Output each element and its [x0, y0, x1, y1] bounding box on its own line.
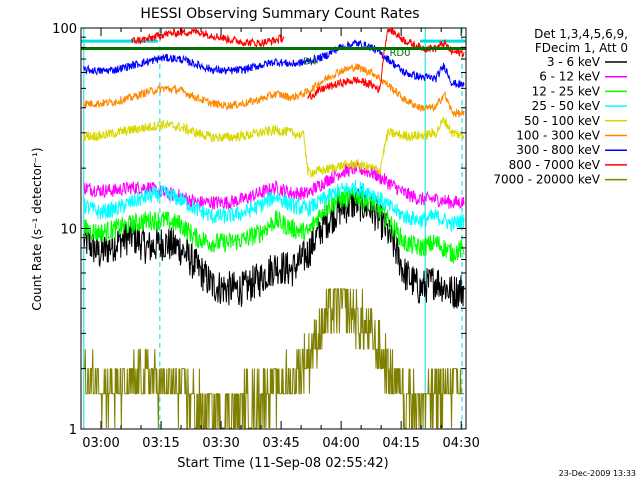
legend-label-8: 800 - 7000 keV — [509, 158, 601, 172]
series-line-10 — [131, 27, 285, 49]
series-line-9 — [83, 288, 464, 429]
plot-body: RD0 D4 — [81, 27, 466, 429]
y-tick-label-2: 10 — [60, 223, 77, 238]
legend-header-line-2: FDecim 1, Att 0 — [535, 41, 628, 55]
series-line-5 — [83, 116, 465, 179]
legend-label-5: 50 - 100 keV — [524, 114, 601, 128]
y-axis-label: Count Rate (s⁻¹ detector⁻¹) — [30, 147, 44, 310]
legend-label-4: 25 - 50 keV — [532, 99, 601, 113]
annotation-rd0: RD0 — [389, 48, 410, 59]
x-tick-label-2: 03:15 — [142, 436, 179, 451]
legend-label-1: 3 - 6 keV — [547, 55, 601, 69]
series-line-6 — [83, 63, 465, 118]
x-tick-label-4: 03:45 — [262, 436, 299, 451]
legend-label-3: 12 - 25 keV — [532, 84, 601, 98]
legend-label-9: 7000 - 20000 keV — [493, 173, 600, 187]
y-tick-label-3: 100 — [52, 22, 77, 37]
y-tick-label-1: 1 — [69, 423, 77, 438]
x-tick-label-1: 03:00 — [82, 436, 119, 451]
footer-date: 23-Dec-2009 13:33 — [559, 469, 636, 478]
x-tick-label-6: 04:15 — [382, 436, 419, 451]
axes: 03:00 03:15 03:30 03:45 04:00 04:15 04:30 1 10 10… — [52, 22, 480, 451]
legend-label-7: 300 - 800 keV — [516, 143, 600, 157]
legend-label-2: 6 - 12 keV — [539, 70, 601, 84]
x-tick-label-5: 04:00 — [322, 436, 359, 451]
x-axis-label: Start Time (11-Sep-08 02:55:42) — [177, 456, 388, 471]
series-line-4 — [83, 179, 465, 232]
chart-title: HESSI Observing Summary Count Rates — [140, 6, 419, 22]
series-line-1 — [83, 186, 465, 309]
annotation-d4: D4 — [303, 56, 317, 67]
x-tick-label-7: 04:30 — [442, 436, 479, 451]
series-line-8 — [307, 28, 465, 100]
legend-label-6: 100 - 300 keV — [516, 129, 600, 143]
legend-header-line-1: Det 1,3,4,5,6,9, — [534, 27, 628, 41]
legend: Det 1,3,4,5,6,9, FDecim 1, Att 0 3 - 6 k… — [493, 27, 628, 187]
series-line-3 — [83, 186, 465, 265]
x-tick-label-3: 03:30 — [202, 436, 239, 451]
series-line-7 — [83, 39, 465, 89]
